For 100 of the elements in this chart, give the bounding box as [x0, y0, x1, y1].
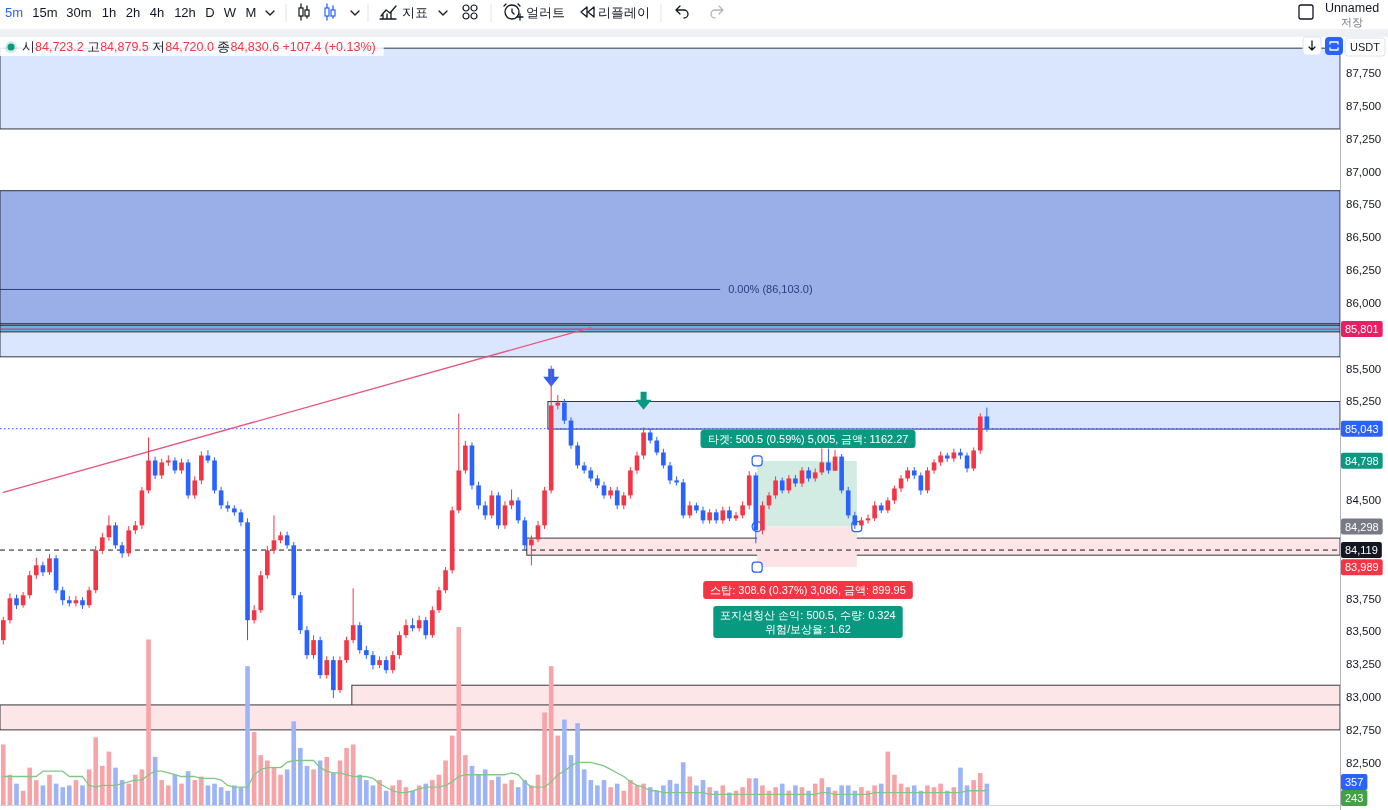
bar [878, 783, 884, 805]
bar [971, 780, 976, 805]
bar [977, 772, 983, 805]
bar [331, 772, 336, 805]
bar [575, 723, 580, 805]
bar [311, 769, 316, 805]
candlestick [311, 634, 316, 660]
bar [687, 776, 693, 805]
candlestick [562, 398, 567, 425]
candlestick [661, 448, 666, 469]
bar [93, 737, 99, 805]
text: 15m [32, 5, 58, 20]
bar [661, 785, 666, 805]
bar [674, 783, 679, 805]
bar [938, 783, 943, 805]
text: 5m [4, 5, 24, 20]
bar [614, 783, 620, 805]
candlestick [925, 466, 930, 494]
bar [113, 767, 118, 805]
bar [555, 735, 561, 805]
bar [430, 780, 435, 805]
bar [773, 787, 778, 805]
y-tick-label: 85,500 [1346, 362, 1382, 375]
bar [456, 627, 462, 805]
y-tick-label: 83,000 [1346, 691, 1382, 704]
text: D [205, 5, 215, 20]
bar [489, 780, 495, 805]
y-tick-label: 82,750 [1346, 723, 1382, 736]
bar [232, 785, 237, 805]
candlestick [654, 436, 660, 456]
bar [779, 783, 785, 805]
bar [126, 783, 132, 805]
text: 243 [1345, 791, 1364, 804]
candlestick [509, 489, 514, 510]
bar [199, 776, 204, 805]
candlestick [476, 481, 481, 510]
text: 1h [101, 5, 117, 20]
candlestick [100, 532, 105, 555]
bar [911, 785, 917, 805]
bar [100, 765, 105, 805]
bar [298, 748, 303, 805]
candlestick [443, 566, 448, 594]
annotation: 스탑: 308.6 (0.37%) 3,086, 금액: 899.95 [710, 583, 906, 596]
bar [245, 666, 250, 805]
bar [812, 783, 818, 805]
text: W [223, 5, 237, 20]
bar [357, 774, 363, 805]
bar [760, 785, 765, 805]
bar [958, 767, 963, 805]
candlestick [47, 553, 52, 576]
bar [509, 780, 514, 805]
candlestick [324, 655, 330, 680]
bar [278, 774, 283, 805]
text: 지표 [402, 5, 428, 20]
bar [265, 760, 270, 805]
bar [291, 721, 297, 805]
bar [925, 785, 930, 805]
bar [476, 774, 481, 805]
y-tick-label: 83,250 [1346, 658, 1382, 671]
bar [522, 780, 528, 805]
bar [146, 639, 151, 805]
bar [872, 785, 877, 805]
bar [793, 785, 798, 805]
bar [344, 748, 349, 805]
bar [529, 785, 534, 805]
text: 저장 [1341, 16, 1363, 28]
bar [713, 790, 719, 805]
bar [641, 783, 646, 805]
bar [0, 744, 6, 805]
bar [166, 785, 171, 805]
y-tick-label: 82,500 [1346, 756, 1382, 769]
bar [212, 783, 217, 805]
y-tick-label: 85,250 [1346, 395, 1382, 408]
y-tick-label: 86,250 [1346, 264, 1382, 277]
text: 12h [174, 5, 196, 20]
ref-line-label: 85,043 [1345, 422, 1379, 435]
candlestick [575, 441, 580, 469]
bar [27, 767, 33, 805]
candlestick [872, 500, 877, 522]
bar [905, 787, 910, 805]
candlestick [0, 616, 6, 645]
candlestick [60, 586, 66, 606]
candlestick [892, 485, 897, 505]
bar [225, 790, 231, 805]
y-tick-label: 86,500 [1346, 231, 1382, 244]
y-tick-label: 83,750 [1346, 592, 1382, 605]
bar [14, 783, 19, 805]
text: M [245, 5, 257, 20]
bar [595, 785, 600, 805]
text: USDT [1350, 41, 1381, 53]
bar [34, 780, 39, 805]
bar [80, 785, 85, 805]
bar [496, 776, 501, 805]
bar [839, 785, 844, 805]
candlestick [390, 650, 396, 674]
candlestick [126, 525, 132, 557]
bar [364, 780, 369, 805]
candlestick [34, 557, 39, 580]
bar [397, 780, 402, 805]
bar [621, 790, 627, 805]
